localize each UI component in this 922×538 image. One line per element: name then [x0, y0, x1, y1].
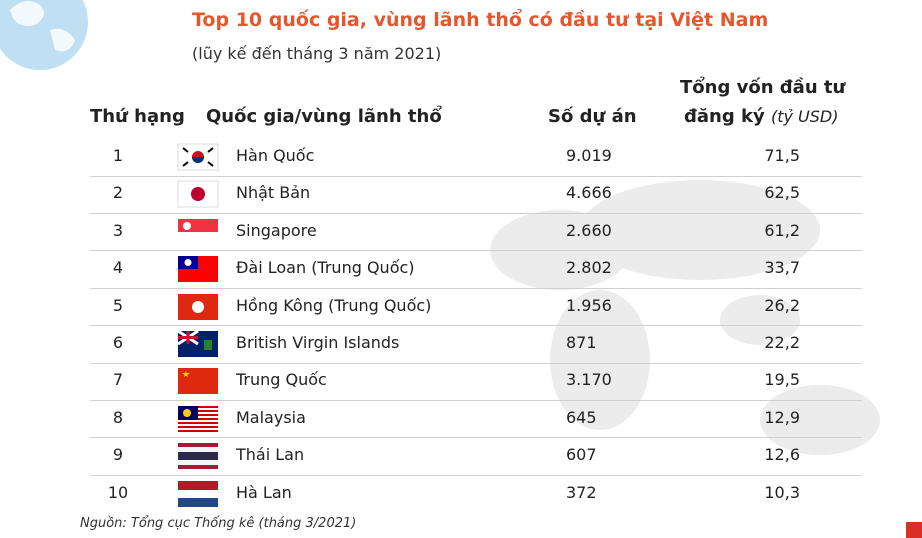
row-divider — [90, 474, 862, 476]
row-divider — [90, 287, 862, 289]
country: Nhật Bản — [236, 183, 311, 203]
column-header-text: đăng ký — [684, 106, 765, 127]
rank: 1 — [112, 146, 124, 165]
country: British Virgin Islands — [236, 333, 400, 352]
flag — [178, 405, 218, 432]
rank: 5 — [112, 295, 124, 315]
rank: 9 — [112, 445, 124, 465]
flag — [178, 368, 218, 395]
rank: 4 — [112, 258, 124, 278]
corner-mark — [906, 522, 922, 538]
projects: 871 — [566, 333, 597, 352]
capital: 22,2 — [764, 333, 800, 352]
projects: 607 — [566, 445, 597, 465]
country: Hàn Quốc — [236, 146, 315, 165]
row-divider — [90, 250, 862, 252]
capital: 12,9 — [764, 407, 800, 427]
row-divider — [90, 212, 862, 214]
rank: 6 — [112, 333, 124, 352]
projects: 9.019 — [566, 146, 612, 165]
column-header: Tổng vốn đầu tư — [680, 77, 846, 98]
rank: 7 — [112, 370, 124, 390]
country: Hà Lan — [236, 482, 292, 502]
projects: 1.956 — [566, 295, 612, 315]
globe-land — [10, 1, 75, 52]
flag — [177, 329, 218, 357]
capital: 26,2 — [764, 295, 800, 315]
row-divider — [90, 437, 862, 439]
country: Đài Loan (Trung Quốc) — [236, 258, 415, 278]
rank: 2 — [112, 183, 124, 203]
flag — [178, 293, 218, 320]
flag — [177, 180, 219, 208]
row-divider — [90, 175, 862, 177]
country: Hồng Kông (Trung Quốc) — [236, 295, 432, 315]
capital: 61,2 — [764, 220, 800, 240]
projects: 372 — [566, 482, 597, 502]
country: Thái Lan — [236, 445, 305, 465]
capital: 12,6 — [764, 445, 800, 465]
source: Nguồn: Tổng cục Thống kê (tháng 3/2021) — [80, 516, 357, 531]
projects: 4.666 — [566, 183, 612, 203]
row-divider — [90, 325, 862, 327]
flag — [178, 218, 218, 245]
title: Top 10 quốc gia, vùng lãnh thổ có đầu tư… — [192, 9, 769, 31]
country: Singapore — [236, 220, 317, 240]
capital: 19,5 — [764, 370, 800, 390]
column-header: đăng ký (tỷ USD) — [684, 106, 838, 127]
unit: (tỷ USD) — [770, 107, 839, 126]
capital: 71,5 — [764, 146, 800, 165]
capital: 62,5 — [764, 183, 800, 203]
rank: 10 — [107, 482, 129, 502]
country: Trung Quốc — [236, 370, 327, 390]
country: Malaysia — [236, 407, 306, 427]
column-header: Quốc gia/vùng lãnh thổ — [206, 106, 442, 127]
projects: 3.170 — [566, 370, 612, 390]
flag — [178, 480, 218, 507]
row-divider — [90, 399, 862, 401]
world-map — [490, 180, 880, 455]
projects: 645 — [566, 407, 597, 427]
subtitle: (lũy kế đến tháng 3 năm 2021) — [192, 44, 442, 63]
flag — [177, 143, 219, 171]
rank: 3 — [112, 220, 124, 240]
projects: 2.802 — [566, 258, 612, 278]
rank: 8 — [112, 407, 124, 427]
row-divider — [90, 362, 862, 364]
column-header: Thứ hạng — [90, 106, 185, 127]
projects: 2.660 — [566, 220, 612, 240]
flag — [178, 443, 218, 470]
flag — [178, 256, 218, 283]
column-header: Số dự án — [548, 106, 637, 127]
capital: 33,7 — [764, 258, 800, 278]
capital: 10,3 — [764, 482, 800, 502]
